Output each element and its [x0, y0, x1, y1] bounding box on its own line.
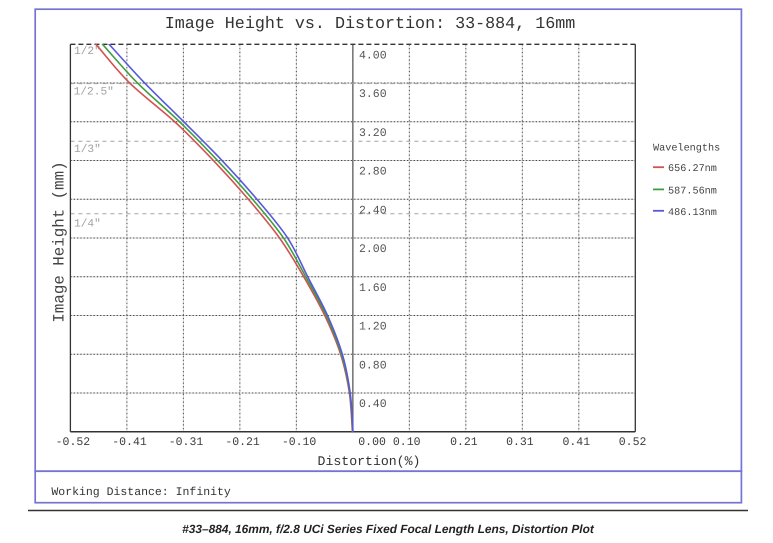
svg-text:587.56nm: 587.56nm: [668, 186, 717, 197]
svg-text:1.60: 1.60: [359, 282, 387, 295]
svg-text:Working Distance: Infinity: Working Distance: Infinity: [51, 486, 231, 499]
svg-text:-0.31: -0.31: [169, 436, 204, 449]
svg-text:Image Height vs. Distortion: 3: Image Height vs. Distortion: 33-884, 16m…: [165, 15, 576, 34]
svg-text:-0.21: -0.21: [225, 436, 260, 449]
svg-text:2.40: 2.40: [359, 204, 387, 217]
svg-text:#33–884, 16mm, f/2.8 UCi Serie: #33–884, 16mm, f/2.8 UCi Series Fixed Fo…: [182, 522, 595, 536]
svg-text:486.13nm: 486.13nm: [668, 208, 717, 219]
svg-text:0.80: 0.80: [359, 359, 387, 372]
svg-text:0.40: 0.40: [359, 398, 387, 411]
svg-text:0.21: 0.21: [450, 436, 478, 449]
svg-text:2.00: 2.00: [359, 243, 387, 256]
svg-text:Distortion(%): Distortion(%): [318, 454, 421, 469]
svg-text:1.20: 1.20: [359, 321, 387, 334]
svg-text:0.41: 0.41: [562, 436, 590, 449]
svg-text:3.60: 3.60: [359, 88, 387, 101]
svg-text:3.20: 3.20: [359, 127, 387, 140]
svg-text:1/2": 1/2": [74, 45, 101, 58]
svg-text:-0.41: -0.41: [112, 436, 147, 449]
svg-text:656.27nm: 656.27nm: [668, 164, 717, 175]
svg-text:0.00: 0.00: [358, 436, 386, 449]
svg-text:0.52: 0.52: [619, 436, 647, 449]
svg-text:Wavelengths: Wavelengths: [653, 143, 720, 155]
svg-text:1/4": 1/4": [74, 218, 101, 231]
svg-text:1/3": 1/3": [74, 143, 101, 156]
svg-text:1/2.5": 1/2.5": [74, 85, 114, 98]
svg-text:-0.10: -0.10: [282, 436, 317, 449]
svg-text:4.00: 4.00: [359, 49, 387, 62]
svg-text:2.80: 2.80: [359, 166, 387, 179]
svg-text:Image Height (mm): Image Height (mm): [51, 161, 69, 322]
svg-text:0.10: 0.10: [393, 436, 421, 449]
svg-text:0.31: 0.31: [506, 436, 534, 449]
svg-text:-0.52: -0.52: [56, 436, 91, 449]
